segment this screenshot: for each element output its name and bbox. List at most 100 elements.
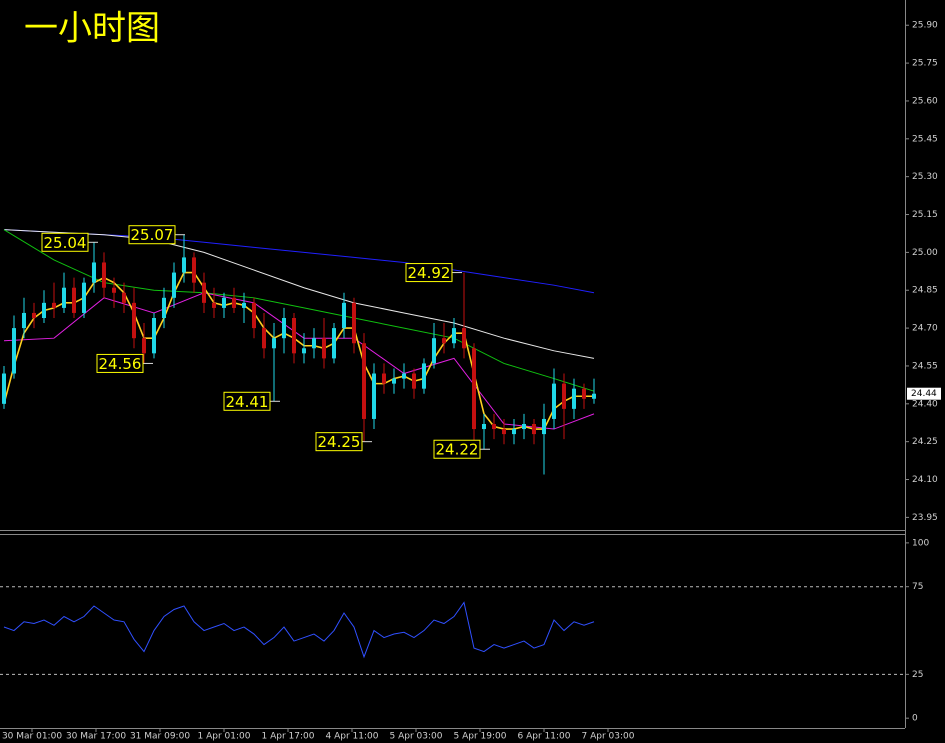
y-tick-label: 75: [912, 582, 923, 592]
candle-body: [312, 338, 316, 349]
candle-body: [162, 297, 166, 318]
candle-body: [112, 287, 116, 293]
candle-body: [582, 388, 586, 399]
y-tick-label: 24.25: [912, 437, 938, 447]
annotation-label: 24.92: [408, 264, 451, 282]
x-tick-label: 5 Apr 03:00: [390, 732, 443, 742]
candle-body: [492, 424, 496, 430]
candle-body: [2, 373, 6, 404]
candle-body: [302, 348, 306, 354]
x-tick-label: 6 Apr 11:00: [518, 732, 571, 742]
annotation-box: [223, 391, 271, 411]
candle-body: [32, 312, 36, 318]
annotation-box: [128, 225, 176, 245]
candle-body: [362, 343, 366, 419]
candle-body: [132, 302, 136, 339]
candle-body: [242, 302, 246, 308]
candle-body: [502, 429, 506, 435]
x-tick-label: 5 Apr 19:00: [454, 732, 507, 742]
candle-body: [52, 302, 56, 308]
annotation-label: 25.04: [44, 234, 87, 252]
candle-body: [552, 383, 556, 419]
y-tick-label: 25: [912, 670, 923, 680]
x-tick-label: 7 Apr 03:00: [582, 732, 635, 742]
candle-body: [262, 328, 266, 349]
y-tick-label: 24.85: [912, 286, 938, 296]
x-tick-label: 1 Apr 01:00: [198, 732, 251, 742]
candle-body: [432, 338, 436, 364]
y-tick-label: 24.40: [912, 399, 938, 409]
candle-body: [282, 318, 286, 339]
candle-body: [72, 287, 76, 313]
candle-body: [22, 312, 26, 329]
candle-body: [192, 257, 196, 283]
y-tick-label: 24.70: [912, 324, 938, 334]
rsi-line: [3, 601, 595, 659]
candle-body: [542, 418, 546, 435]
candle-body: [442, 338, 446, 344]
candle-body: [62, 287, 66, 308]
annotation-label: 25.07: [131, 226, 174, 244]
candle-body: [522, 424, 526, 430]
candle-body: [372, 373, 376, 419]
candle-body: [572, 388, 576, 409]
annotation-label: 24.56: [99, 355, 142, 373]
candle-body: [482, 424, 486, 430]
ma-line: [3, 229, 595, 359]
candle-body: [562, 383, 566, 409]
candle-body: [422, 363, 426, 389]
candle-body: [532, 424, 536, 435]
x-tick-label: 30 Mar 17:00: [66, 732, 126, 742]
candle-body: [172, 272, 176, 298]
annotation-box: [96, 353, 144, 373]
price-marker: [907, 387, 941, 400]
candle-body: [42, 302, 46, 318]
y-tick-label: 24.10: [912, 475, 938, 485]
candle-body: [452, 328, 456, 344]
candle-body: [92, 262, 96, 283]
candle-body: [182, 257, 186, 273]
chart-title: 一小时图: [24, 9, 160, 49]
y-tick-label: 25.60: [912, 96, 938, 106]
candle-body: [82, 282, 86, 313]
y-tick-label: 25.15: [912, 210, 938, 220]
candle-body: [412, 373, 416, 389]
candle-body: [322, 338, 326, 359]
annotation-box: [433, 439, 481, 459]
y-tick-label: 25.90: [912, 21, 938, 31]
x-tick-label: 30 Mar 01:00: [2, 732, 62, 742]
annotation-label: 24.22: [436, 441, 479, 459]
candle-body: [392, 378, 396, 384]
candle-body: [12, 328, 16, 374]
y-tick-label: 25.30: [912, 172, 938, 182]
candle-body: [472, 348, 476, 430]
candle-body: [272, 338, 276, 349]
candle-body: [212, 302, 216, 308]
candle-body: [232, 297, 236, 308]
annotation-label: 24.41: [226, 393, 269, 411]
y-tick-label: 23.95: [912, 513, 938, 523]
candle-body: [102, 262, 106, 288]
candle-body: [592, 393, 596, 399]
y-tick-label: 0: [912, 714, 918, 724]
candle-body: [122, 292, 126, 303]
y-tick-label: 25.75: [912, 59, 938, 69]
y-tick-label: 100: [912, 538, 929, 548]
y-tick-label: 24.55: [912, 361, 938, 371]
x-tick-label: 4 Apr 11:00: [326, 732, 379, 742]
candle-body: [342, 302, 346, 329]
y-tick-label: 25.00: [912, 248, 938, 258]
candle-body: [222, 297, 226, 308]
candle-body: [512, 429, 516, 435]
candle-body: [462, 328, 466, 349]
y-tick-label: 25.45: [912, 134, 938, 144]
x-tick-label: 31 Mar 09:00: [130, 732, 190, 742]
candle-body: [142, 338, 146, 354]
candle-body: [332, 328, 336, 359]
annotation-box: [405, 263, 453, 283]
candle-body: [352, 302, 356, 344]
x-tick-label: 1 Apr 17:00: [262, 732, 315, 742]
candle-body: [382, 373, 386, 384]
annotation-box: [41, 232, 89, 252]
